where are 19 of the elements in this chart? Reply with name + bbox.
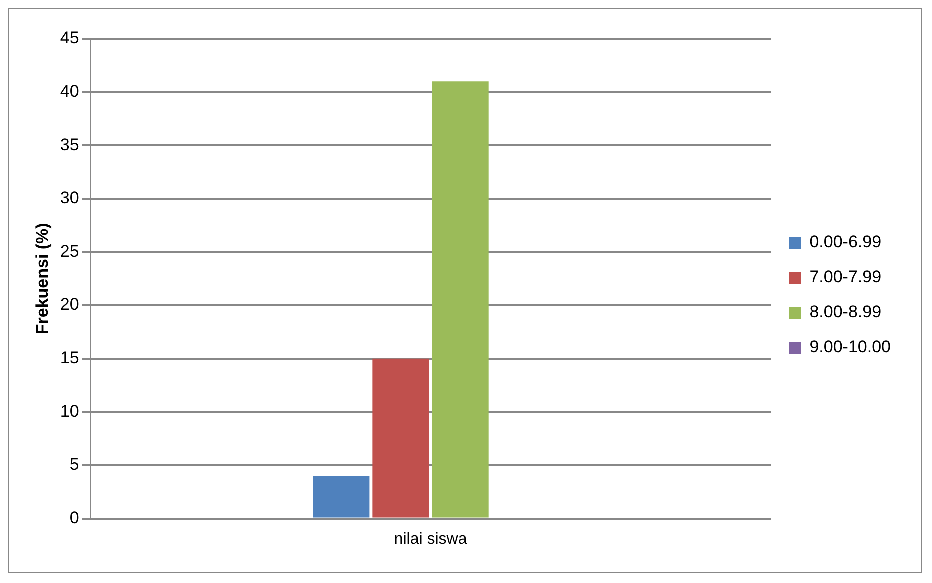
y-tick-label: 45 (60, 28, 80, 48)
legend-label: 9.00-10.00 (810, 338, 892, 357)
y-tick-label: 20 (60, 295, 80, 314)
x-tick-label: nilai siswa (394, 530, 468, 548)
y-tick-label: 35 (60, 135, 80, 154)
bar (432, 82, 489, 518)
legend-label: 7.00-7.99 (810, 268, 882, 287)
bar (313, 476, 370, 518)
y-tick-label: 25 (60, 242, 80, 261)
legend-label: 8.00-8.99 (810, 302, 882, 322)
y-tick-label: 15 (60, 348, 80, 368)
y-tick-label: 40 (60, 82, 80, 101)
legend-label: 0.00-6.99 (810, 232, 882, 252)
y-tick-label: 30 (60, 188, 80, 208)
y-tick-label: 0 (70, 508, 80, 528)
y-axis-title: Frekuensi (%) (32, 223, 52, 335)
y-tick-label: 10 (60, 402, 80, 421)
bar (372, 358, 430, 518)
y-tick-label: 5 (70, 455, 80, 474)
